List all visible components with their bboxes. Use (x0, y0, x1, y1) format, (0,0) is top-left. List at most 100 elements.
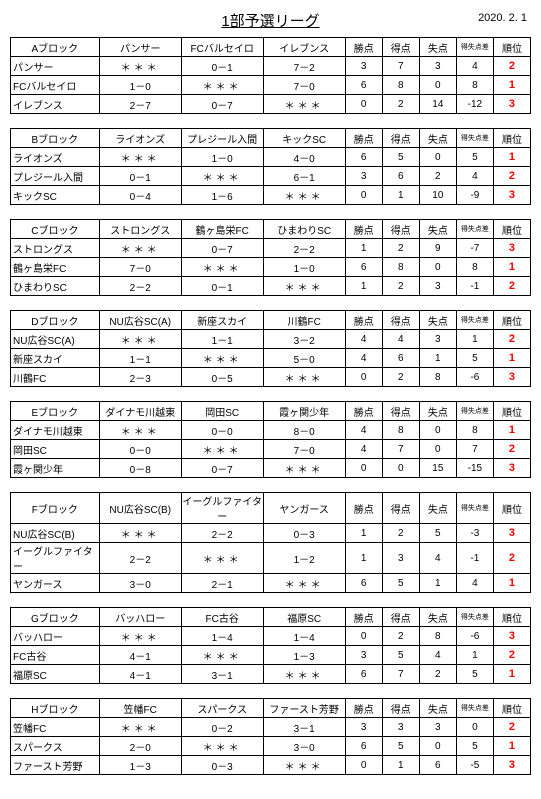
stat-cell: 6 (345, 76, 382, 95)
table-row: 岡田SC0－0＊＊＊7－047072 (11, 440, 531, 459)
stat-cell: 5 (419, 524, 456, 543)
score-cell: ＊＊＊ (99, 330, 181, 349)
score-cell: 0－3 (263, 524, 345, 543)
team-header: NU広谷SC(B) (99, 493, 181, 524)
stat-cell: 0 (456, 718, 493, 737)
stat-header: 失点 (419, 608, 456, 627)
rank-cell: 2 (493, 718, 530, 737)
table-row: FC古谷4－1＊＊＊1－335412 (11, 646, 531, 665)
rank-cell: 1 (493, 148, 530, 167)
score-cell: ＊＊＊ (263, 277, 345, 296)
team-name: パンサー (11, 57, 100, 76)
table-header-row: FブロックNU広谷SC(B)イーグルファイターヤンガース勝点得点失点得失点差順位 (11, 493, 531, 524)
stat-cell: 4 (456, 57, 493, 76)
score-cell: 3－1 (181, 665, 263, 684)
stat-header: 得点 (382, 699, 419, 718)
table-row: パンサー＊＊＊0－17－237342 (11, 57, 531, 76)
stat-header: 得点 (382, 402, 419, 421)
team-name: イーグルファイター (11, 543, 100, 574)
block-label: Gブロック (11, 608, 100, 627)
standings-block: FブロックNU広谷SC(B)イーグルファイターヤンガース勝点得点失点得失点差順位… (10, 492, 531, 593)
stat-cell: 6 (345, 148, 382, 167)
table-row: ヤンガース3－02－1＊＊＊65141 (11, 574, 531, 593)
score-cell: 0－5 (181, 368, 263, 387)
stat-cell: 3 (419, 277, 456, 296)
stat-cell: 0 (345, 368, 382, 387)
stat-cell: 0 (345, 756, 382, 775)
score-cell: 2－2 (99, 543, 181, 574)
table-row: ライオンズ＊＊＊1－04－065051 (11, 148, 531, 167)
stat-cell: 6 (382, 349, 419, 368)
score-cell: ＊＊＊ (181, 737, 263, 756)
stat-cell: 8 (382, 421, 419, 440)
stat-cell: 3 (345, 718, 382, 737)
score-cell: 0－7 (181, 459, 263, 478)
stat-cell: 5 (456, 665, 493, 684)
score-cell: 1－0 (263, 258, 345, 277)
stat-cell: 4 (456, 574, 493, 593)
team-name: 笠幡FC (11, 718, 100, 737)
block-label: Hブロック (11, 699, 100, 718)
stat-cell: 0 (345, 627, 382, 646)
stat-cell: 6 (345, 258, 382, 277)
team-header: イーグルファイター (181, 493, 263, 524)
table-row: バッハロー＊＊＊1－41－4028-63 (11, 627, 531, 646)
stat-cell: -7 (456, 239, 493, 258)
score-cell: 0－4 (99, 186, 181, 205)
stat-cell: 3 (419, 330, 456, 349)
standings-table: Eブロックダイナモ川越東岡田SC霞ヶ関少年勝点得点失点得失点差順位ダイナモ川越東… (10, 401, 531, 478)
stat-cell: 2 (382, 627, 419, 646)
rank-cell: 3 (493, 186, 530, 205)
stat-cell: 5 (382, 574, 419, 593)
table-row: スパークス2－0＊＊＊3－065051 (11, 737, 531, 756)
stat-header: 順位 (493, 129, 530, 148)
score-cell: ＊＊＊ (181, 258, 263, 277)
stat-cell: 4 (456, 167, 493, 186)
score-cell: 8－0 (263, 421, 345, 440)
table-row: キックSC0－41－6＊＊＊0110-93 (11, 186, 531, 205)
stat-header: 勝点 (345, 129, 382, 148)
team-name: 岡田SC (11, 440, 100, 459)
stat-cell: 0 (345, 459, 382, 478)
score-cell: 0－1 (181, 57, 263, 76)
team-name: 新座スカイ (11, 349, 100, 368)
stat-header: 失点 (419, 311, 456, 330)
rank-cell: 1 (493, 258, 530, 277)
score-cell: 1－1 (99, 349, 181, 368)
standings-table: FブロックNU広谷SC(B)イーグルファイターヤンガース勝点得点失点得失点差順位… (10, 492, 531, 593)
stat-cell: 8 (419, 368, 456, 387)
rank-cell: 2 (493, 646, 530, 665)
stat-cell: 2 (382, 239, 419, 258)
score-cell: ＊＊＊ (263, 756, 345, 775)
stat-cell: -15 (456, 459, 493, 478)
table-row: NU広谷SC(A)＊＊＊1－13－244312 (11, 330, 531, 349)
team-header: 新座スカイ (181, 311, 263, 330)
stat-cell: 4 (419, 646, 456, 665)
score-cell: 0－3 (181, 756, 263, 775)
blocks-container: AブロックパンサーFCバルセイロイレブンス勝点得点失点得失点差順位パンサー＊＊＊… (10, 37, 531, 775)
stat-cell: 1 (419, 574, 456, 593)
stat-header: 得点 (382, 608, 419, 627)
team-name: NU広谷SC(A) (11, 330, 100, 349)
team-header: 霞ヶ関少年 (263, 402, 345, 421)
stat-cell: -3 (456, 524, 493, 543)
score-cell: ＊＊＊ (263, 574, 345, 593)
score-cell: 0－7 (181, 95, 263, 114)
stat-header: 勝点 (345, 608, 382, 627)
stat-cell: 9 (419, 239, 456, 258)
stat-cell: 1 (419, 349, 456, 368)
stat-header: 得点 (382, 311, 419, 330)
score-cell: ＊＊＊ (181, 440, 263, 459)
standings-table: GブロックバッハローFC古谷福原SC勝点得点失点得失点差順位バッハロー＊＊＊1－… (10, 607, 531, 684)
stat-cell: 4 (419, 543, 456, 574)
team-name: プレジール入間 (11, 167, 100, 186)
standings-block: GブロックバッハローFC古谷福原SC勝点得点失点得失点差順位バッハロー＊＊＊1－… (10, 607, 531, 684)
stat-header: 順位 (493, 402, 530, 421)
stat-header: 失点 (419, 220, 456, 239)
team-header: 鶴ヶ島栄FC (181, 220, 263, 239)
score-cell: 2－0 (99, 737, 181, 756)
stat-cell: -9 (456, 186, 493, 205)
stat-cell: 5 (456, 737, 493, 756)
team-header: イレブンス (263, 38, 345, 57)
table-row: ファースト芳野1－30－3＊＊＊016-53 (11, 756, 531, 775)
